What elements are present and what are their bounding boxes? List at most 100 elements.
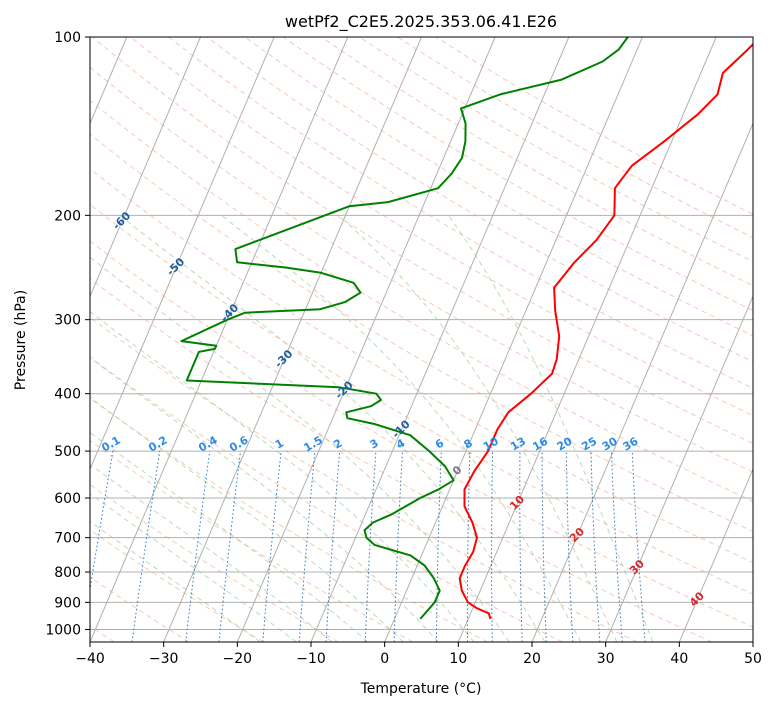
- isotherm-line: [605, 295, 753, 642]
- moist-adiabat: [338, 214, 618, 642]
- y-tick-label: 600: [54, 491, 81, 507]
- isotherm-label: 0: [450, 463, 465, 478]
- chart-title: wetPf2_C2E5.2025.353.06.41.E26: [285, 12, 557, 32]
- x-tick-label: −20: [223, 651, 253, 667]
- isotherm-label: -50: [164, 255, 187, 278]
- isotherm-line: [236, 37, 496, 642]
- dry-adiabat: [90, 483, 339, 642]
- moist-adiabat: [90, 310, 475, 642]
- mixing-ratio-line: [298, 451, 316, 642]
- moist-adiabats: [90, 214, 654, 642]
- dry-adiabat: [244, 37, 753, 337]
- mixing-ratio-line: [262, 451, 282, 642]
- y-tick-label: 1000: [45, 622, 81, 638]
- mixing-ratio-label: 3: [368, 437, 381, 452]
- mixing-ratio-line: [590, 451, 601, 642]
- dry-adiabats: [90, 37, 753, 642]
- moist-adiabat: [90, 493, 297, 642]
- mixing-ratio-line: [90, 451, 114, 593]
- moist-adiabat: [90, 396, 404, 642]
- mixing-ratio-line: [131, 451, 161, 642]
- mixing-ratio-lines: [90, 451, 646, 642]
- y-tick-label: 100: [54, 30, 81, 46]
- isotherm-line: [531, 122, 753, 642]
- x-tick-label: 10: [449, 651, 467, 667]
- dry-adiabat: [90, 316, 638, 642]
- dry-adiabat: [90, 133, 753, 533]
- dry-adiabat: [90, 278, 712, 642]
- y-axis-label: Pressure (hPa): [13, 290, 29, 390]
- isotherm-label: -10: [390, 417, 413, 440]
- mixing-ratio-line: [565, 451, 574, 642]
- dry-adiabat: [90, 168, 753, 563]
- isotherm-line: [90, 37, 275, 471]
- dry-adiabat: [90, 356, 563, 642]
- isotherm-label: -70: [56, 163, 79, 186]
- mixing-ratio-line: [491, 451, 494, 642]
- dewpoint-line: [180, 37, 629, 620]
- isotherm-label: -60: [110, 209, 133, 232]
- mixing-ratio-label: 1: [273, 437, 286, 452]
- sounding-series: [180, 37, 753, 620]
- temperature-line: [458, 42, 753, 620]
- mixing-ratio-line: [631, 451, 646, 642]
- dry-adiabat: [168, 37, 753, 389]
- y-tick-label: 700: [54, 531, 81, 547]
- y-tick-label: 500: [54, 444, 81, 460]
- x-tick-label: 30: [597, 651, 615, 667]
- line-annotations: 0.10.20.40.611.52346810131620253036-100-…: [2, 117, 707, 609]
- y-tick-label: 400: [54, 387, 81, 403]
- dry-adiabat: [359, 37, 753, 263]
- mixing-ratio-line: [364, 451, 377, 642]
- isotherm-label: 30: [627, 557, 647, 577]
- isotherm-label: 10: [507, 492, 527, 512]
- x-tick-label: 40: [670, 651, 688, 667]
- dry-adiabat: [206, 37, 753, 363]
- dry-adiabat: [90, 203, 753, 595]
- isotherm-label: -80: [2, 117, 25, 140]
- moist-adiabat: [90, 520, 261, 642]
- x-tick-label: −40: [75, 651, 105, 667]
- x-tick-label: 50: [744, 651, 762, 667]
- isotherm-label: 40: [687, 589, 707, 609]
- moist-adiabat: [447, 215, 654, 642]
- isotherm-label: -40: [218, 301, 241, 324]
- isotherm-line: [310, 37, 570, 642]
- mixing-ratio-line: [185, 451, 211, 642]
- x-tick-label: −30: [149, 651, 179, 667]
- isotherm-line: [90, 37, 349, 642]
- isotherm-line: [90, 37, 201, 298]
- mixing-ratio-line: [611, 451, 623, 642]
- dry-adiabat: [90, 397, 488, 642]
- isotherm-line: [163, 37, 422, 642]
- y-tick-label: 300: [54, 313, 81, 329]
- y-tick-label: 800: [54, 565, 81, 581]
- isotherms: [90, 37, 753, 642]
- isotherm-line: [384, 37, 643, 642]
- y-tick-label: 200: [54, 208, 81, 224]
- mixing-ratio-line: [218, 451, 241, 642]
- x-axis-ticks: −40 −30 −20 −10 0 10 20 30 40 50: [75, 642, 762, 667]
- dry-adiabat: [90, 66, 753, 473]
- x-tick-label: 20: [523, 651, 541, 667]
- y-tick-label: 900: [54, 595, 81, 611]
- isotherm-label: -20: [333, 378, 356, 401]
- dry-adiabat: [91, 37, 753, 445]
- mixing-ratio-line: [519, 451, 523, 642]
- y-axis-ticks: 100 200 300 400 500 600 700 800 900 1000: [45, 30, 90, 638]
- x-tick-label: 0: [380, 651, 389, 667]
- dry-adiabat: [282, 37, 753, 312]
- dry-adiabat: [130, 37, 753, 417]
- dry-adiabat: [90, 240, 753, 628]
- moist-adiabat: [90, 463, 333, 642]
- mixing-ratio-line: [435, 451, 442, 642]
- x-axis-label: Temperature (°C): [360, 681, 482, 697]
- isotherm-line: [678, 467, 753, 642]
- dry-adiabat: [435, 37, 753, 215]
- moist-adiabat: [119, 214, 546, 642]
- plot-frame: [89, 36, 754, 643]
- moist-adiabat: [90, 431, 369, 642]
- x-tick-label: −10: [296, 651, 326, 667]
